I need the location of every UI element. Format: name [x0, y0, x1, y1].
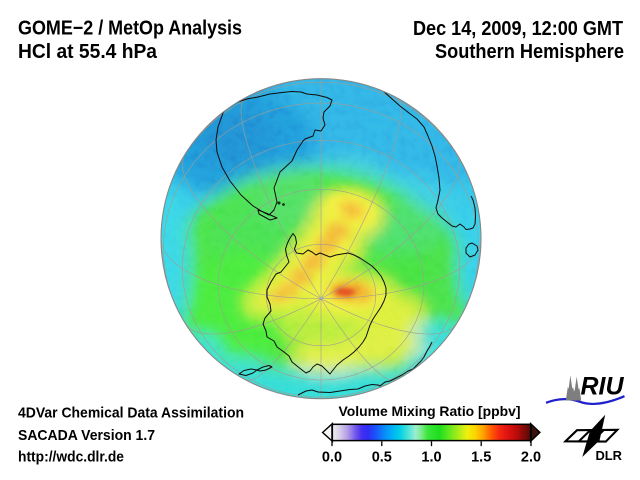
svg-text:DLR: DLR — [596, 449, 623, 463]
svg-text:1.0: 1.0 — [421, 450, 441, 466]
svg-text:GOME−2 / MetOp Analysis: GOME−2 / MetOp Analysis — [18, 18, 242, 40]
svg-text:http://wdc.dlr.de: http://wdc.dlr.de — [18, 449, 124, 466]
svg-text:1.5: 1.5 — [471, 450, 491, 466]
svg-text:SACADA Version 1.7: SACADA Version 1.7 — [18, 427, 155, 444]
svg-text:2.0: 2.0 — [521, 450, 541, 466]
svg-text:Dec 14, 2009, 12:00 GMT: Dec 14, 2009, 12:00 GMT — [413, 18, 623, 40]
svg-text:HCl at 55.4 hPa: HCl at 55.4 hPa — [18, 41, 158, 63]
svg-text:4DVar Chemical Data Assimilati: 4DVar Chemical Data Assimilation — [18, 405, 244, 422]
svg-text:RIU: RIU — [581, 372, 625, 400]
svg-text:0.0: 0.0 — [322, 450, 342, 466]
svg-text:0.5: 0.5 — [372, 450, 392, 466]
svg-text:Volume Mixing Ratio [ppbv]: Volume Mixing Ratio [ppbv] — [339, 403, 521, 419]
svg-text:Southern Hemisphere: Southern Hemisphere — [435, 41, 624, 63]
